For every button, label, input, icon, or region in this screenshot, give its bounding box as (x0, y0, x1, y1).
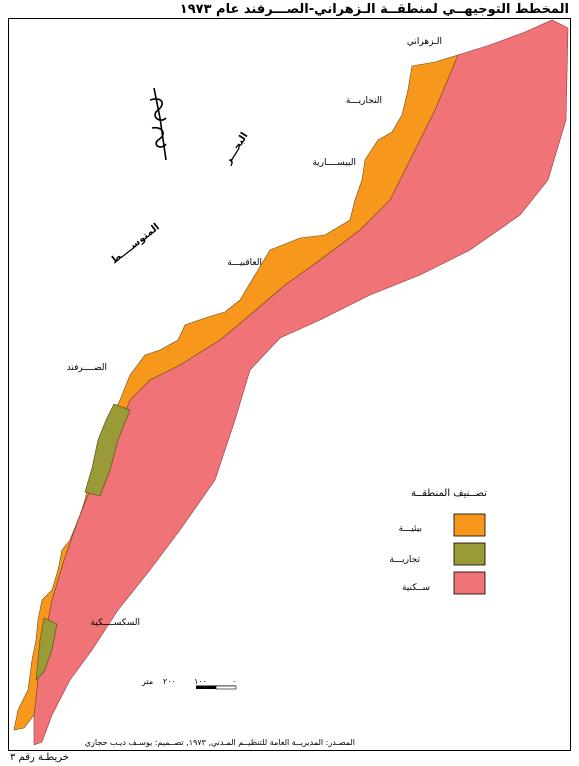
legend-label-commercial: تجاريـــة (389, 555, 420, 565)
place-saksakiya: السكســــكية (91, 618, 140, 628)
commercial-zone-saksakiya (35, 617, 58, 681)
place-zahrani: الـزهراني (407, 37, 442, 47)
legend-label-environmental: بيئيـــة (399, 524, 422, 534)
sea-label-2: المتوســــط (109, 222, 162, 267)
legend-swatch-environmental (453, 513, 486, 537)
scale-tick-200: ٢٠٠ (163, 677, 176, 686)
scale-unit: متر (141, 677, 153, 686)
legend-title: تصــنيف المنطقــة (411, 488, 487, 499)
source-note: المصـدر: المديريــة العامة للتنظيــم الم… (85, 738, 355, 747)
place-sarafand: الصــــرفند (67, 363, 107, 373)
commercial-zone-sarafand (84, 403, 131, 497)
scale-tick-100: ١٠٠ (194, 677, 207, 686)
place-aqbiya: العاقبيـــة (227, 258, 262, 268)
legend-label-residential: ســكنية (402, 583, 430, 593)
residential-zone (33, 19, 569, 746)
place-tijariya: التجاريـــة (346, 96, 382, 106)
north-arrow-icon (149, 87, 167, 161)
map-frame (8, 18, 571, 751)
map-title: المخطط التوجيهــي لمنطقــة الـزهراني-الص… (179, 2, 569, 17)
scale-tick-0: ٠ (232, 677, 236, 686)
scale-bar (196, 685, 237, 690)
place-bisariya: البيســــارية (312, 158, 356, 168)
map-caption: خريطـة رقم ٣ (10, 752, 69, 763)
legend-swatch-residential (453, 571, 486, 595)
legend-swatch-commercial (453, 542, 486, 566)
sea-label-1: البحـــر (222, 131, 250, 167)
environmental-zone (13, 54, 459, 731)
